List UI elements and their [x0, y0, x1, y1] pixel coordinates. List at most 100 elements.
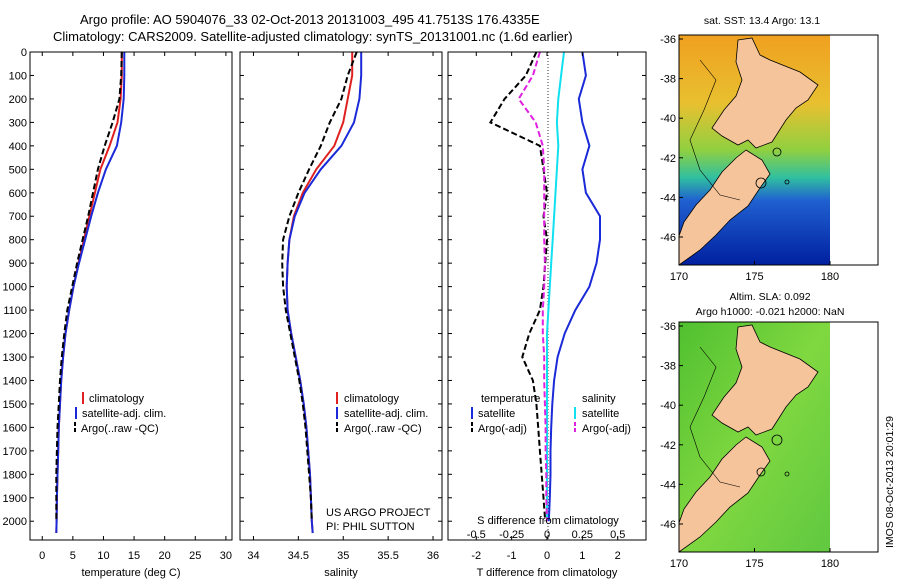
- sla-map-title2: Argo h1000: -0.021 h2000: NaN: [696, 306, 845, 318]
- salinity-legend: climatology satellite-adj. clim. Argo(..…: [336, 392, 428, 435]
- temp-xtick-label: 15: [128, 550, 140, 562]
- project-annotation: US ARGO PROJECT: [326, 507, 431, 519]
- sst-map-ytick-label: -44: [660, 192, 676, 204]
- legend-s-satellite: satellite-adj. clim.: [344, 408, 428, 420]
- sla-map-xtick-label: 170: [670, 558, 688, 570]
- sst-map-ytick-label: -46: [660, 232, 676, 244]
- sla-map-ytick-label: -42: [660, 440, 676, 452]
- difference-series-group: [488, 52, 601, 522]
- temp-ytick-label: 2000: [3, 516, 27, 528]
- salinity-frame: [239, 51, 443, 541]
- temp-ytick-label: 1400: [3, 375, 27, 387]
- sla-map-xtick-label: 175: [745, 558, 763, 570]
- sla-eddy-2: [784, 471, 790, 477]
- temp-ytick-label: 800: [9, 235, 27, 247]
- temp-xtick-label: 0: [39, 550, 45, 562]
- temp-ytick-label: 700: [9, 211, 27, 223]
- south-island: [678, 149, 771, 266]
- sst-map-title: sat. SST: 13.4 Argo: 13.1: [704, 15, 820, 27]
- sst-argo-location: [772, 147, 782, 157]
- sal-xtick-label: 36: [427, 550, 439, 562]
- sal-xtick-label: 35: [337, 550, 349, 562]
- temperature-legend: climatology satellite-adj. clim. Argo(..…: [74, 392, 166, 435]
- sst-map-frame: [678, 34, 879, 266]
- legend-satellite: satellite-adj. clim.: [82, 408, 166, 420]
- diff-stick-label: -0.25: [499, 529, 524, 541]
- diff-series-2: [546, 52, 565, 522]
- temp-ytick-label: 1900: [3, 493, 27, 505]
- temp-series-1: [55, 52, 126, 534]
- temp-xtick-label: 5: [70, 550, 76, 562]
- temp-ytick-label: 500: [9, 164, 27, 176]
- legend-s-argo-adj: Argo(-adj): [582, 423, 631, 435]
- sst-map-xtick-label: 170: [670, 271, 688, 283]
- temp-ytick-label: 1000: [3, 282, 27, 294]
- temp-ytick-label: 1800: [3, 469, 27, 481]
- diff-series-0: [547, 52, 601, 522]
- diff-stick-label: 0.5: [610, 529, 625, 541]
- legend-argo: Argo(..raw -QC): [81, 423, 159, 435]
- temp-ytick-label: 1500: [3, 399, 27, 411]
- sla-map-ytick-label: -46: [660, 519, 676, 531]
- temp-ytick-label: 100: [9, 70, 27, 82]
- temp-ytick-label: 1100: [3, 305, 27, 317]
- pi-annotation: PI: PHIL SUTTON: [326, 521, 415, 533]
- difference-panel: -2 -1 0 1 2 -0.5 -0.25 0 0.25 0.5 T difference fr…: [447, 51, 647, 579]
- diff-xtick-label: -2: [471, 550, 481, 562]
- temperature-series-group: [55, 52, 126, 534]
- sst-eddy-1: [755, 177, 767, 189]
- diff-series-3: [517, 52, 548, 522]
- sst-eddy-2: [784, 179, 790, 185]
- temp-xtick-label: 20: [159, 550, 171, 562]
- difference-xlabel-top: S difference from climatology: [477, 515, 619, 527]
- temp-ytick-label: 1300: [3, 352, 27, 364]
- sal-xtick-label: 34.5: [288, 550, 309, 562]
- temp-ytick-label: 0: [21, 47, 27, 59]
- sst-contour: [689, 59, 741, 201]
- sst-map-ytick-label: -38: [660, 74, 676, 86]
- sla-map-xtick-label: 180: [821, 558, 839, 570]
- sst-map-ytick-label: -42: [660, 153, 676, 165]
- sst-map-ytick-label: -36: [660, 34, 676, 46]
- sst-map-ytick-label: -40: [660, 113, 676, 125]
- salinity-xlabel: salinity: [324, 567, 358, 579]
- legend-s-sat: satellite: [582, 408, 619, 420]
- sal-xtick-label: 35.5: [377, 550, 398, 562]
- salinity-panel: 34 34.5 35 35.5 36 salinity climatology sate…: [239, 51, 443, 579]
- sla-map-ytick-label: -44: [660, 479, 676, 491]
- sst-map-ticks: 170 175 180 -36 -38 -40 -42 -44 -46: [660, 34, 839, 283]
- diff-stick-label: -0.5: [467, 529, 486, 541]
- temp-ytick-label: 1200: [3, 329, 27, 341]
- diff-stick-label: 0.25: [572, 529, 593, 541]
- legend-climatology: climatology: [89, 393, 145, 405]
- legend-t-satellite: satellite: [478, 408, 515, 420]
- sla-map-ticks: 170 175 180 -36 -38 -40 -42 -44 -46: [660, 321, 839, 570]
- temp-xtick-label: 30: [220, 550, 232, 562]
- difference-legend: temperature salinity satellite Argo(-adj…: [471, 393, 631, 435]
- header-line1: Argo profile: AO 5904076_33 02-Oct-2013 …: [80, 12, 540, 27]
- sla-map-title1: Altim. SLA: 0.092: [729, 291, 810, 303]
- temp-ytick-label: 1600: [3, 422, 27, 434]
- difference-xlabel: T difference from climatology: [477, 567, 618, 579]
- sla-nodata: [830, 322, 878, 552]
- temperature-frame: [29, 51, 233, 541]
- legend-s-argo: Argo(..raw -QC): [344, 423, 422, 435]
- sla-eddy-1: [756, 467, 766, 477]
- sst-nodata: [830, 35, 878, 265]
- temp-xtick-label: 10: [97, 550, 109, 562]
- side-label: IMOS 08-Oct-2013 20:01:29: [884, 416, 896, 548]
- sla-north-island: [711, 324, 819, 436]
- sal-xtick-label: 34: [247, 550, 259, 562]
- diff-xtick-label: 1: [579, 550, 585, 562]
- sla-map-ytick-label: -38: [660, 361, 676, 373]
- temperature-plot-area: [30, 52, 232, 540]
- temp-ytick-label: 900: [9, 258, 27, 270]
- salinity-plot-area: [240, 52, 442, 540]
- sal-series-2: [281, 52, 358, 522]
- diff-xtick-label: -1: [507, 550, 517, 562]
- header-line2: Climatology: CARS2009. Satellite-adjuste…: [53, 29, 573, 44]
- sla-map-ytick-label: -36: [660, 321, 676, 333]
- diff-xtick-label: 0: [544, 550, 550, 562]
- sla-map-panel: Altim. SLA: 0.092 Argo h1000: -0.021 h20…: [660, 291, 879, 570]
